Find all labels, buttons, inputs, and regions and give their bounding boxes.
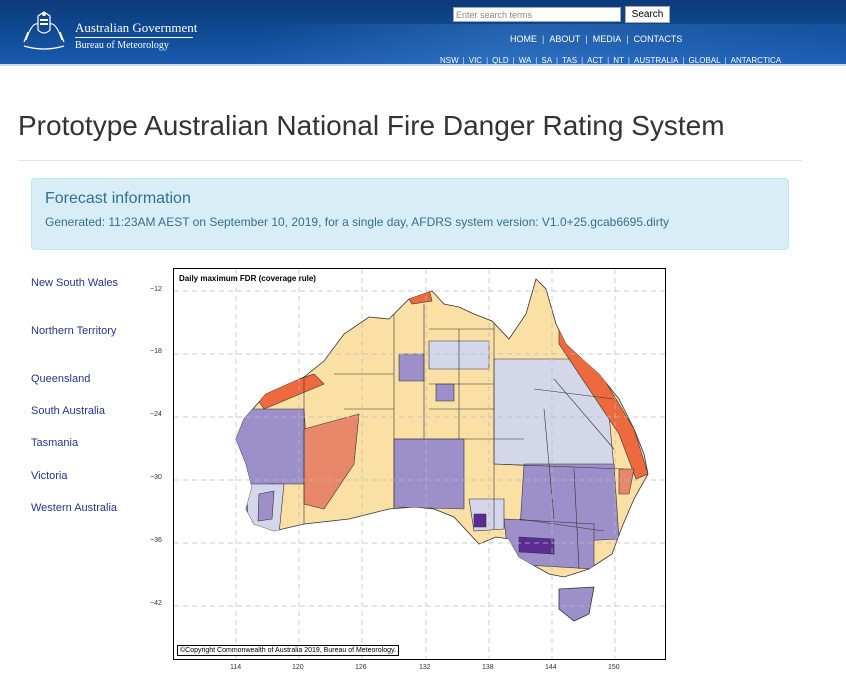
region-nt-purple-1 <box>398 353 425 382</box>
x-tick-label: 150 <box>608 664 620 671</box>
forecast-info-panel: Forecast information Generated: 11:23AM … <box>31 178 789 250</box>
y-tick-label: −18 <box>150 348 162 355</box>
nav-separator: | <box>512 56 515 64</box>
state-nav-tas[interactable]: TAS <box>562 56 578 64</box>
nav-separator: | <box>486 56 489 64</box>
coat-of-arms-icon <box>23 11 65 50</box>
tasmania <box>558 586 595 622</box>
title-divider <box>18 160 802 161</box>
page-title: Prototype Australian National Fire Dange… <box>18 110 725 141</box>
sidebar-link-northern-territory[interactable]: Northern Territory <box>31 325 117 337</box>
sidebar-link-tasmania[interactable]: Tasmania <box>31 437 79 449</box>
nav-about[interactable]: ABOUT <box>549 34 581 44</box>
region-wa-southwest-inner <box>257 490 275 522</box>
state-nav-nt[interactable]: NT <box>613 56 624 64</box>
region-sa <box>393 438 465 510</box>
search-input[interactable] <box>453 7 621 22</box>
top-nav: HOME | ABOUT | MEDIA | CONTACTS <box>510 34 682 44</box>
nav-separator: | <box>581 56 584 64</box>
nav-separator: | <box>462 56 465 64</box>
sidebar-link-victoria[interactable]: Victoria <box>31 470 68 482</box>
fire-danger-map: −12 −18 −24 −30 −36 −42 114 120 126 132 … <box>140 266 670 673</box>
forecast-generated-text: Generated: 11:23AM AEST on September 10,… <box>45 215 670 229</box>
map-title: Daily maximum FDR (coverage rule) <box>179 274 316 283</box>
sidebar-link-western-australia[interactable]: Western Australia <box>31 502 118 514</box>
state-nav-antarctica[interactable]: ANTARCTICA <box>730 56 782 64</box>
logo-divider <box>75 37 193 38</box>
search-button[interactable]: Search <box>625 6 670 23</box>
nav-separator: | <box>626 34 629 44</box>
state-nav-global[interactable]: GLOBAL <box>688 56 721 64</box>
y-tick-label: −24 <box>150 411 162 418</box>
y-tick-label: −30 <box>150 474 162 481</box>
x-tick-label: 138 <box>482 664 494 671</box>
nav-media[interactable]: MEDIA <box>592 34 622 44</box>
region-nsw-coast-high <box>618 468 635 495</box>
map-axes: Daily maximum FDR (coverage rule) ©Copyr… <box>173 268 666 660</box>
nav-separator: | <box>724 56 727 64</box>
map-copyright: ©Copyright Commonwealth of Australia 201… <box>177 645 399 656</box>
gov-name: Australian Government <box>75 20 198 35</box>
forecast-heading: Forecast information <box>45 190 191 207</box>
nav-separator: | <box>585 34 588 44</box>
nav-home[interactable]: HOME <box>510 34 537 44</box>
x-tick-label: 114 <box>230 664 242 671</box>
nav-separator: | <box>607 56 610 64</box>
bom-logo[interactable]: Australian Government Bureau of Meteorol… <box>18 10 197 52</box>
nav-separator: | <box>542 34 545 44</box>
header-border <box>0 64 846 66</box>
nav-separator: | <box>535 56 538 64</box>
y-tick-label: −36 <box>150 537 162 544</box>
y-tick-label: −12 <box>150 286 162 293</box>
x-tick-label: 144 <box>545 664 557 671</box>
sidebar-link-new-south-wales[interactable]: New South Wales <box>31 277 119 289</box>
state-nav-wa[interactable]: WA <box>518 56 532 64</box>
state-nav-act[interactable]: ACT <box>587 56 604 64</box>
nav-separator: | <box>627 56 630 64</box>
site-header: Australian Government Bureau of Meteorol… <box>0 0 846 64</box>
state-nav-australia[interactable]: AUSTRALIA <box>634 56 679 64</box>
sidebar-link-queensland[interactable]: Queensland <box>31 373 91 385</box>
state-nav: NSW | VIC | QLD | WA | SA | TAS | ACT | NT | AUSTRALIA | G… <box>440 56 781 64</box>
state-nav-vic[interactable]: VIC <box>468 56 483 64</box>
x-tick-label: 120 <box>292 664 304 671</box>
map-canvas <box>174 269 665 659</box>
x-tick-label: 132 <box>419 664 431 671</box>
region-vic-dark <box>518 536 555 555</box>
y-tick-label: −42 <box>150 600 162 607</box>
x-tick-label: 126 <box>355 664 367 671</box>
nav-separator: | <box>682 56 685 64</box>
nav-contacts[interactable]: CONTACTS <box>633 34 683 44</box>
sidebar-link-south-australia[interactable]: South Australia <box>31 405 105 417</box>
nav-separator: | <box>556 56 559 64</box>
state-nav-qld[interactable]: QLD <box>492 56 509 64</box>
region-nt-purple-2 <box>435 383 455 402</box>
agency-name: Bureau of Meteorology <box>75 40 169 51</box>
state-nav-nsw[interactable]: NSW <box>440 56 459 64</box>
region-sa-dark <box>473 513 487 528</box>
state-nav-sa[interactable]: SA <box>541 56 553 64</box>
